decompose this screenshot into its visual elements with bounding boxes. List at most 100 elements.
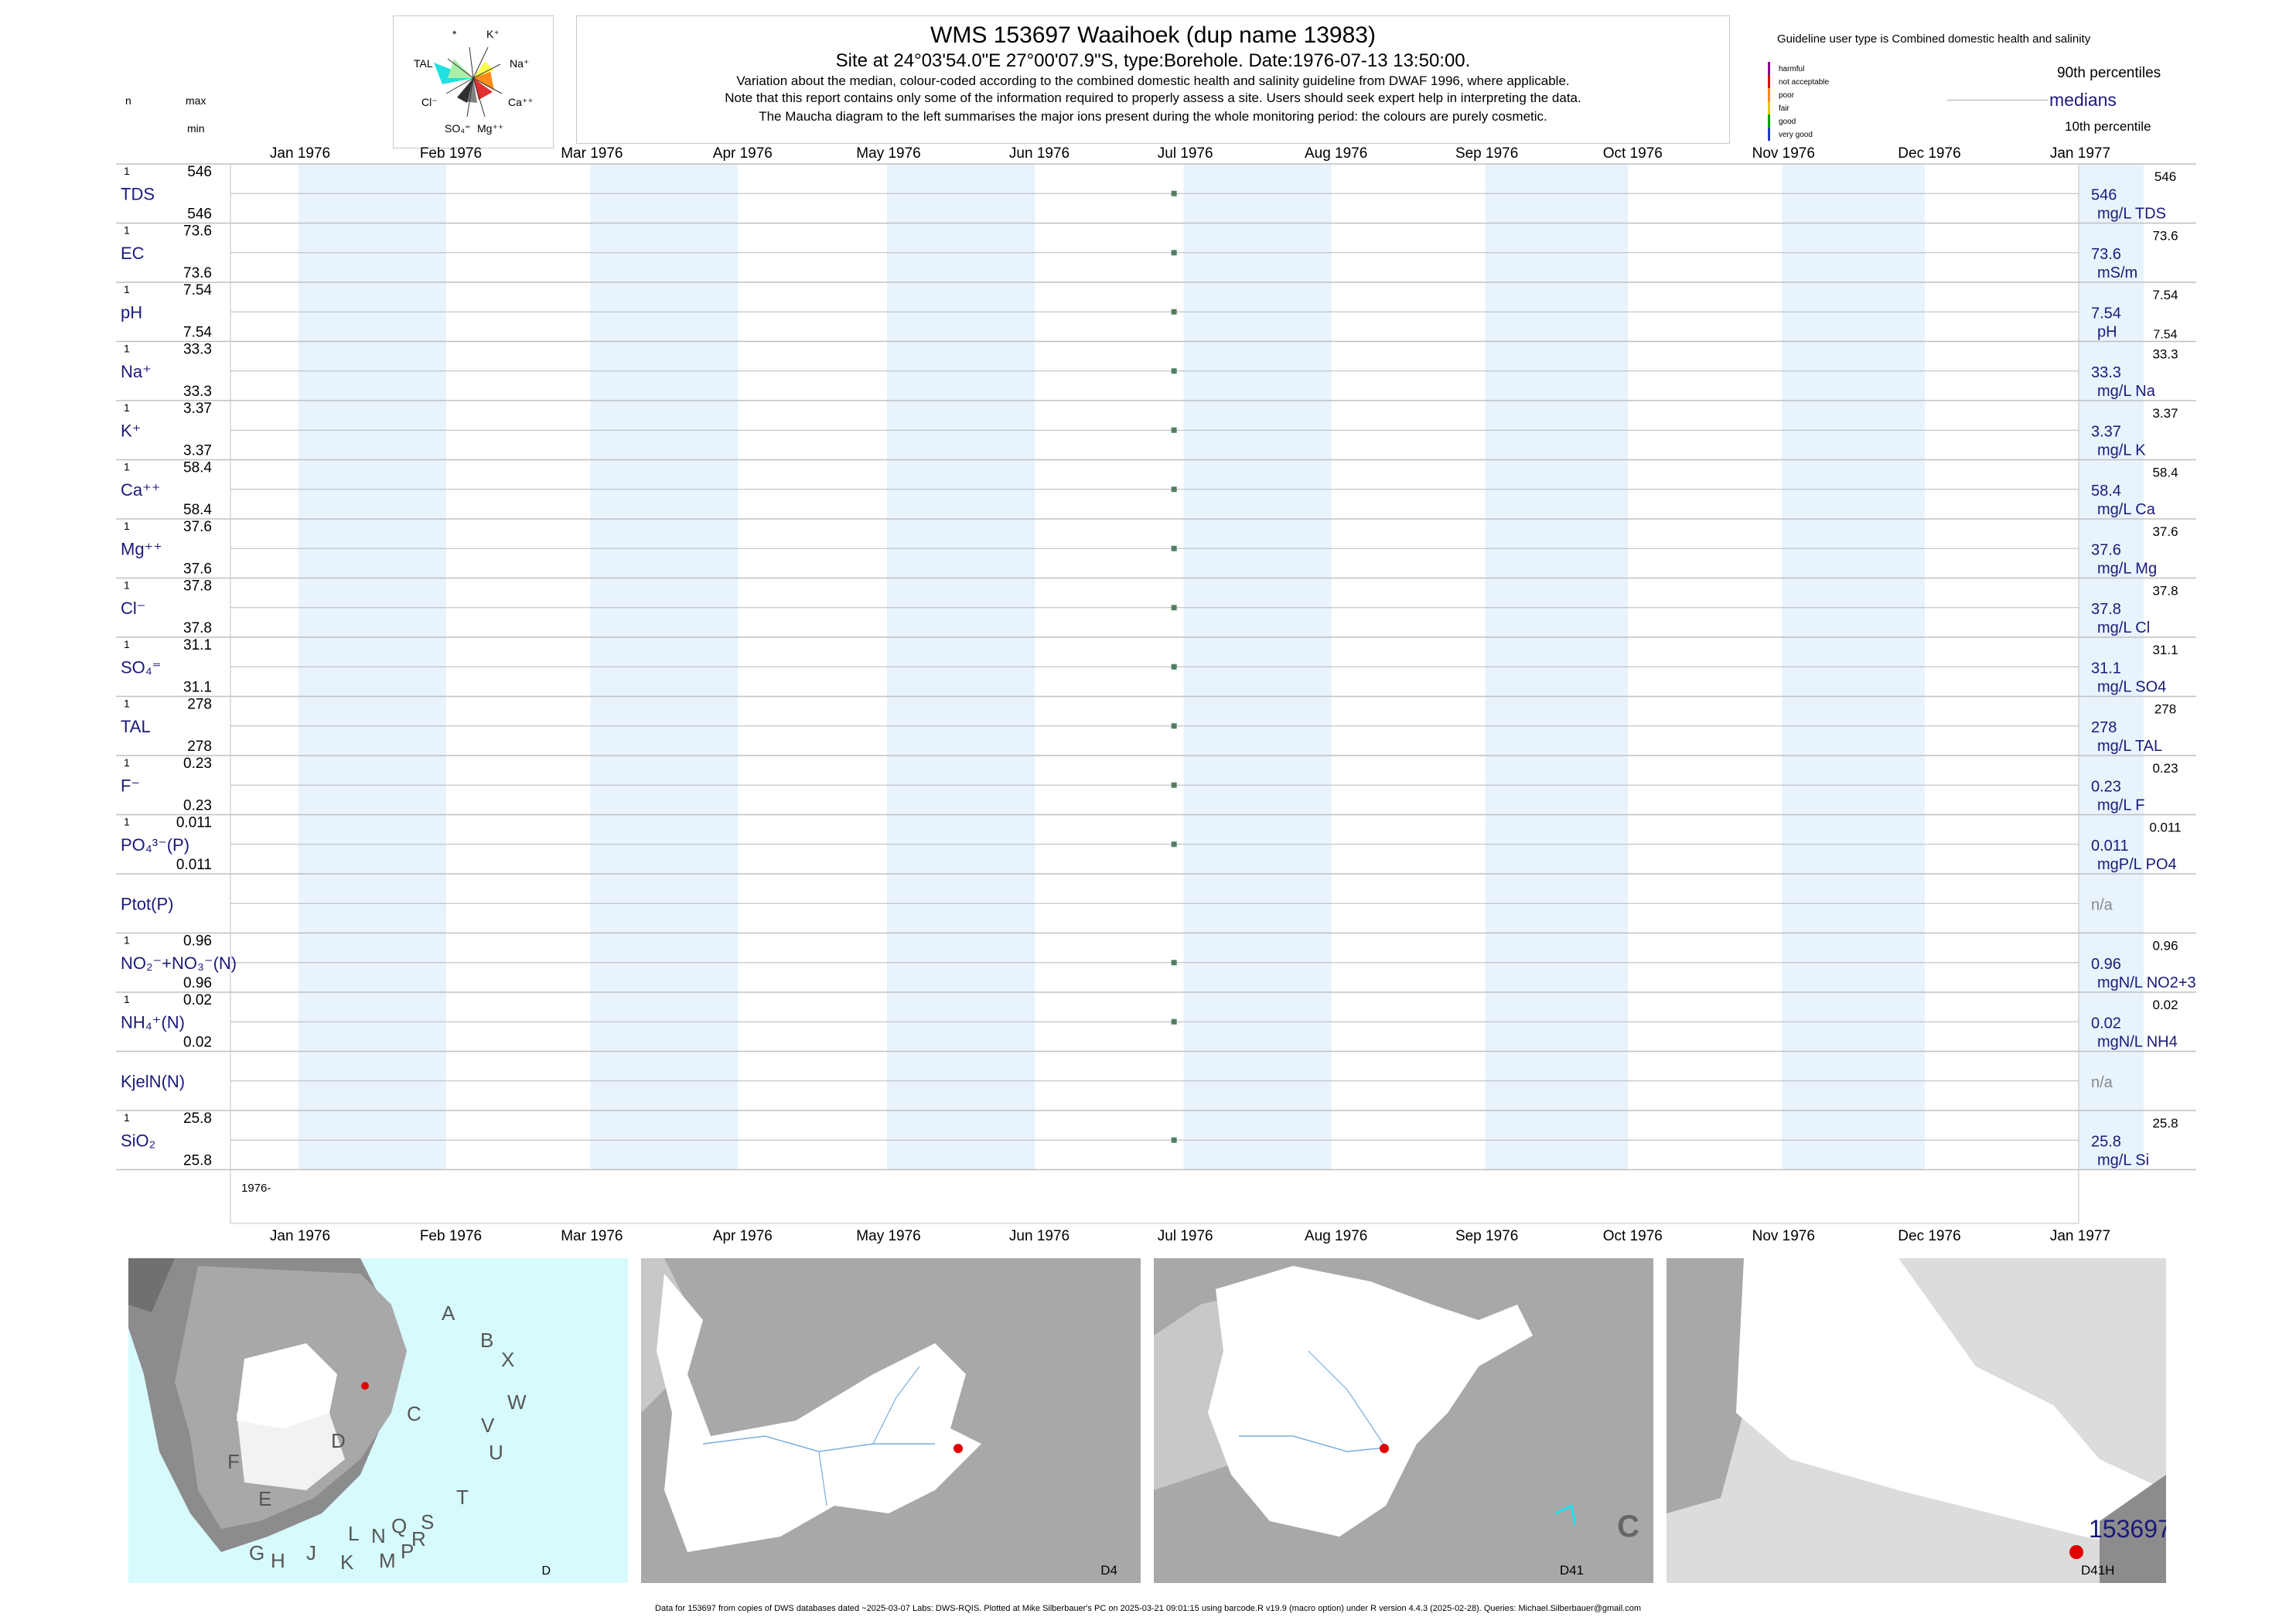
maucha-label-mg: Mg⁺⁺ — [477, 122, 503, 135]
row-median: 0.011 — [2091, 838, 2129, 855]
row-n: 1 — [124, 165, 130, 177]
month-band-12 — [2078, 164, 2144, 1170]
row-n: 1 — [124, 816, 130, 828]
x-tick-label-bottom: May 1976 — [856, 1228, 920, 1244]
row-median: 58.4 — [2091, 483, 2121, 500]
row-max: 25.8 — [183, 1111, 212, 1127]
min-header: min — [187, 122, 205, 135]
row-min: 37.6 — [183, 561, 212, 578]
data-point — [1171, 309, 1177, 315]
svg-text:A: A — [442, 1302, 455, 1325]
svg-text:N: N — [371, 1524, 386, 1547]
map-d41h-catchment — [1736, 1258, 2166, 1552]
median-legend-line — [1947, 100, 2048, 101]
svg-text:E: E — [258, 1487, 271, 1510]
p90-label: 90th percentiles — [2057, 65, 2161, 81]
data-point — [1171, 664, 1177, 670]
row-n: 1 — [124, 934, 130, 947]
row-min: 0.02 — [183, 1035, 212, 1051]
legend-label: good — [1779, 118, 1796, 126]
legend-label: poor — [1779, 91, 1795, 100]
svg-text:F: F — [227, 1450, 240, 1473]
svg-text:T: T — [456, 1486, 469, 1509]
data-point — [1171, 1137, 1177, 1143]
maucha-label-so4: SO₄⁼ — [445, 122, 470, 135]
row-n: 1 — [124, 401, 130, 414]
x-tick-label-top: Dec 1976 — [1898, 145, 1960, 162]
svg-text:J: J — [306, 1541, 316, 1564]
row-median: 7.54 — [2091, 305, 2121, 322]
row-unit: mgP/L PO4 — [2097, 856, 2177, 873]
row-label: NO₂⁻+NO₃⁻(N) — [121, 954, 237, 973]
legend-swatch — [1768, 101, 1770, 114]
x-tick-label-bottom: Oct 1976 — [1603, 1228, 1663, 1244]
x-tick-label-bottom: Jul 1976 — [1158, 1228, 1213, 1244]
data-point — [1171, 605, 1177, 611]
svg-text:P: P — [401, 1540, 414, 1563]
map-panel-d41h: 153697 D41H — [1667, 1258, 2166, 1583]
x-tick-label-bottom: Feb 1976 — [420, 1228, 482, 1244]
data-point — [1171, 723, 1177, 729]
row-max: 37.8 — [183, 578, 212, 595]
svg-text:B: B — [480, 1329, 493, 1352]
row-max: 3.37 — [183, 401, 212, 417]
site-subtitle: Site at 24°03'54.0"E 27°00'07.9"S, type:… — [835, 50, 1471, 71]
row-p10: 7.54 — [2153, 329, 2177, 342]
row-p90: 278 — [2154, 702, 2176, 717]
legend-label: harmful — [1779, 65, 1804, 73]
row-n: 1 — [124, 283, 130, 295]
x-tick-label-top: May 1976 — [856, 145, 920, 162]
maucha-label-star: * — [452, 28, 457, 40]
row-n: 1 — [124, 1111, 130, 1124]
svg-text:V: V — [481, 1414, 495, 1437]
svg-text:S: S — [421, 1510, 434, 1534]
svg-text:K: K — [340, 1551, 354, 1574]
row-p90: 0.02 — [2152, 998, 2178, 1012]
row-max: 0.96 — [183, 933, 212, 950]
map-d41-catchment — [1208, 1266, 1533, 1537]
row-min: 25.8 — [183, 1153, 212, 1169]
row-min: 3.37 — [183, 443, 212, 459]
map-d41-region-c: C — [1617, 1510, 1639, 1544]
maucha-svg: * K⁺ TAL Na⁺ Cl⁻ Ca⁺⁺ SO₄⁼ Mg⁺⁺ — [414, 28, 534, 135]
svg-text:M: M — [379, 1549, 396, 1572]
row-median: 278 — [2091, 719, 2117, 736]
note-line-1: Variation about the median, colour-coded… — [736, 73, 1570, 88]
maucha-label-na: Na⁺ — [510, 57, 529, 70]
row-median: 0.23 — [2091, 778, 2121, 795]
legend-swatch — [1768, 75, 1770, 88]
row-max: 58.4 — [183, 460, 212, 476]
guideline-legend: harmful not acceptable poor fair good very go… — [1768, 60, 1876, 142]
row-n: 1 — [124, 579, 130, 592]
guideline-legend-svg: harmful not acceptable poor fair good very go… — [1768, 62, 1829, 141]
x-tick-label-bottom: Aug 1976 — [1305, 1228, 1367, 1244]
x-tick-label-top: Apr 1976 — [713, 145, 773, 162]
row-n: 1 — [124, 224, 130, 237]
legend-swatch — [1768, 114, 1770, 128]
time-series-chart: Jan 1976 Jan 1976 Feb 1976 Feb 1976 Mar 1976… — [116, 145, 2196, 1244]
svg-text:H: H — [271, 1549, 285, 1572]
row-p90: 37.6 — [2152, 524, 2178, 539]
row-label: TAL — [121, 717, 151, 736]
row-p90: 3.37 — [2152, 406, 2178, 421]
maucha-so4-petal — [457, 78, 473, 103]
map-d4-catchment — [657, 1274, 981, 1552]
row-min: 58.4 — [183, 502, 212, 518]
svg-text:Q: Q — [391, 1514, 407, 1537]
map-d41h-svg — [1667, 1258, 2166, 1583]
x-tick-label-top: Nov 1976 — [1752, 145, 1815, 162]
data-point — [1171, 782, 1177, 788]
data-point — [1171, 486, 1177, 493]
row-n: 1 — [124, 638, 130, 650]
row-min: 0.23 — [183, 798, 212, 814]
x-tick-label-bottom: Sep 1976 — [1455, 1228, 1518, 1244]
maucha-diagram: * K⁺ TAL Na⁺ Cl⁻ Ca⁺⁺ SO₄⁼ Mg⁺⁺ — [393, 15, 554, 148]
legend-swatch — [1768, 128, 1770, 141]
row-n: 1 — [124, 343, 130, 355]
x-tick-label-bottom: Apr 1976 — [713, 1228, 773, 1244]
legend-label: fair — [1779, 104, 1790, 113]
row-label: pH — [121, 302, 142, 322]
x-tick-label-top: Jan 1977 — [2050, 145, 2110, 162]
legend-swatch — [1768, 88, 1770, 101]
row-min: 37.8 — [183, 620, 212, 636]
